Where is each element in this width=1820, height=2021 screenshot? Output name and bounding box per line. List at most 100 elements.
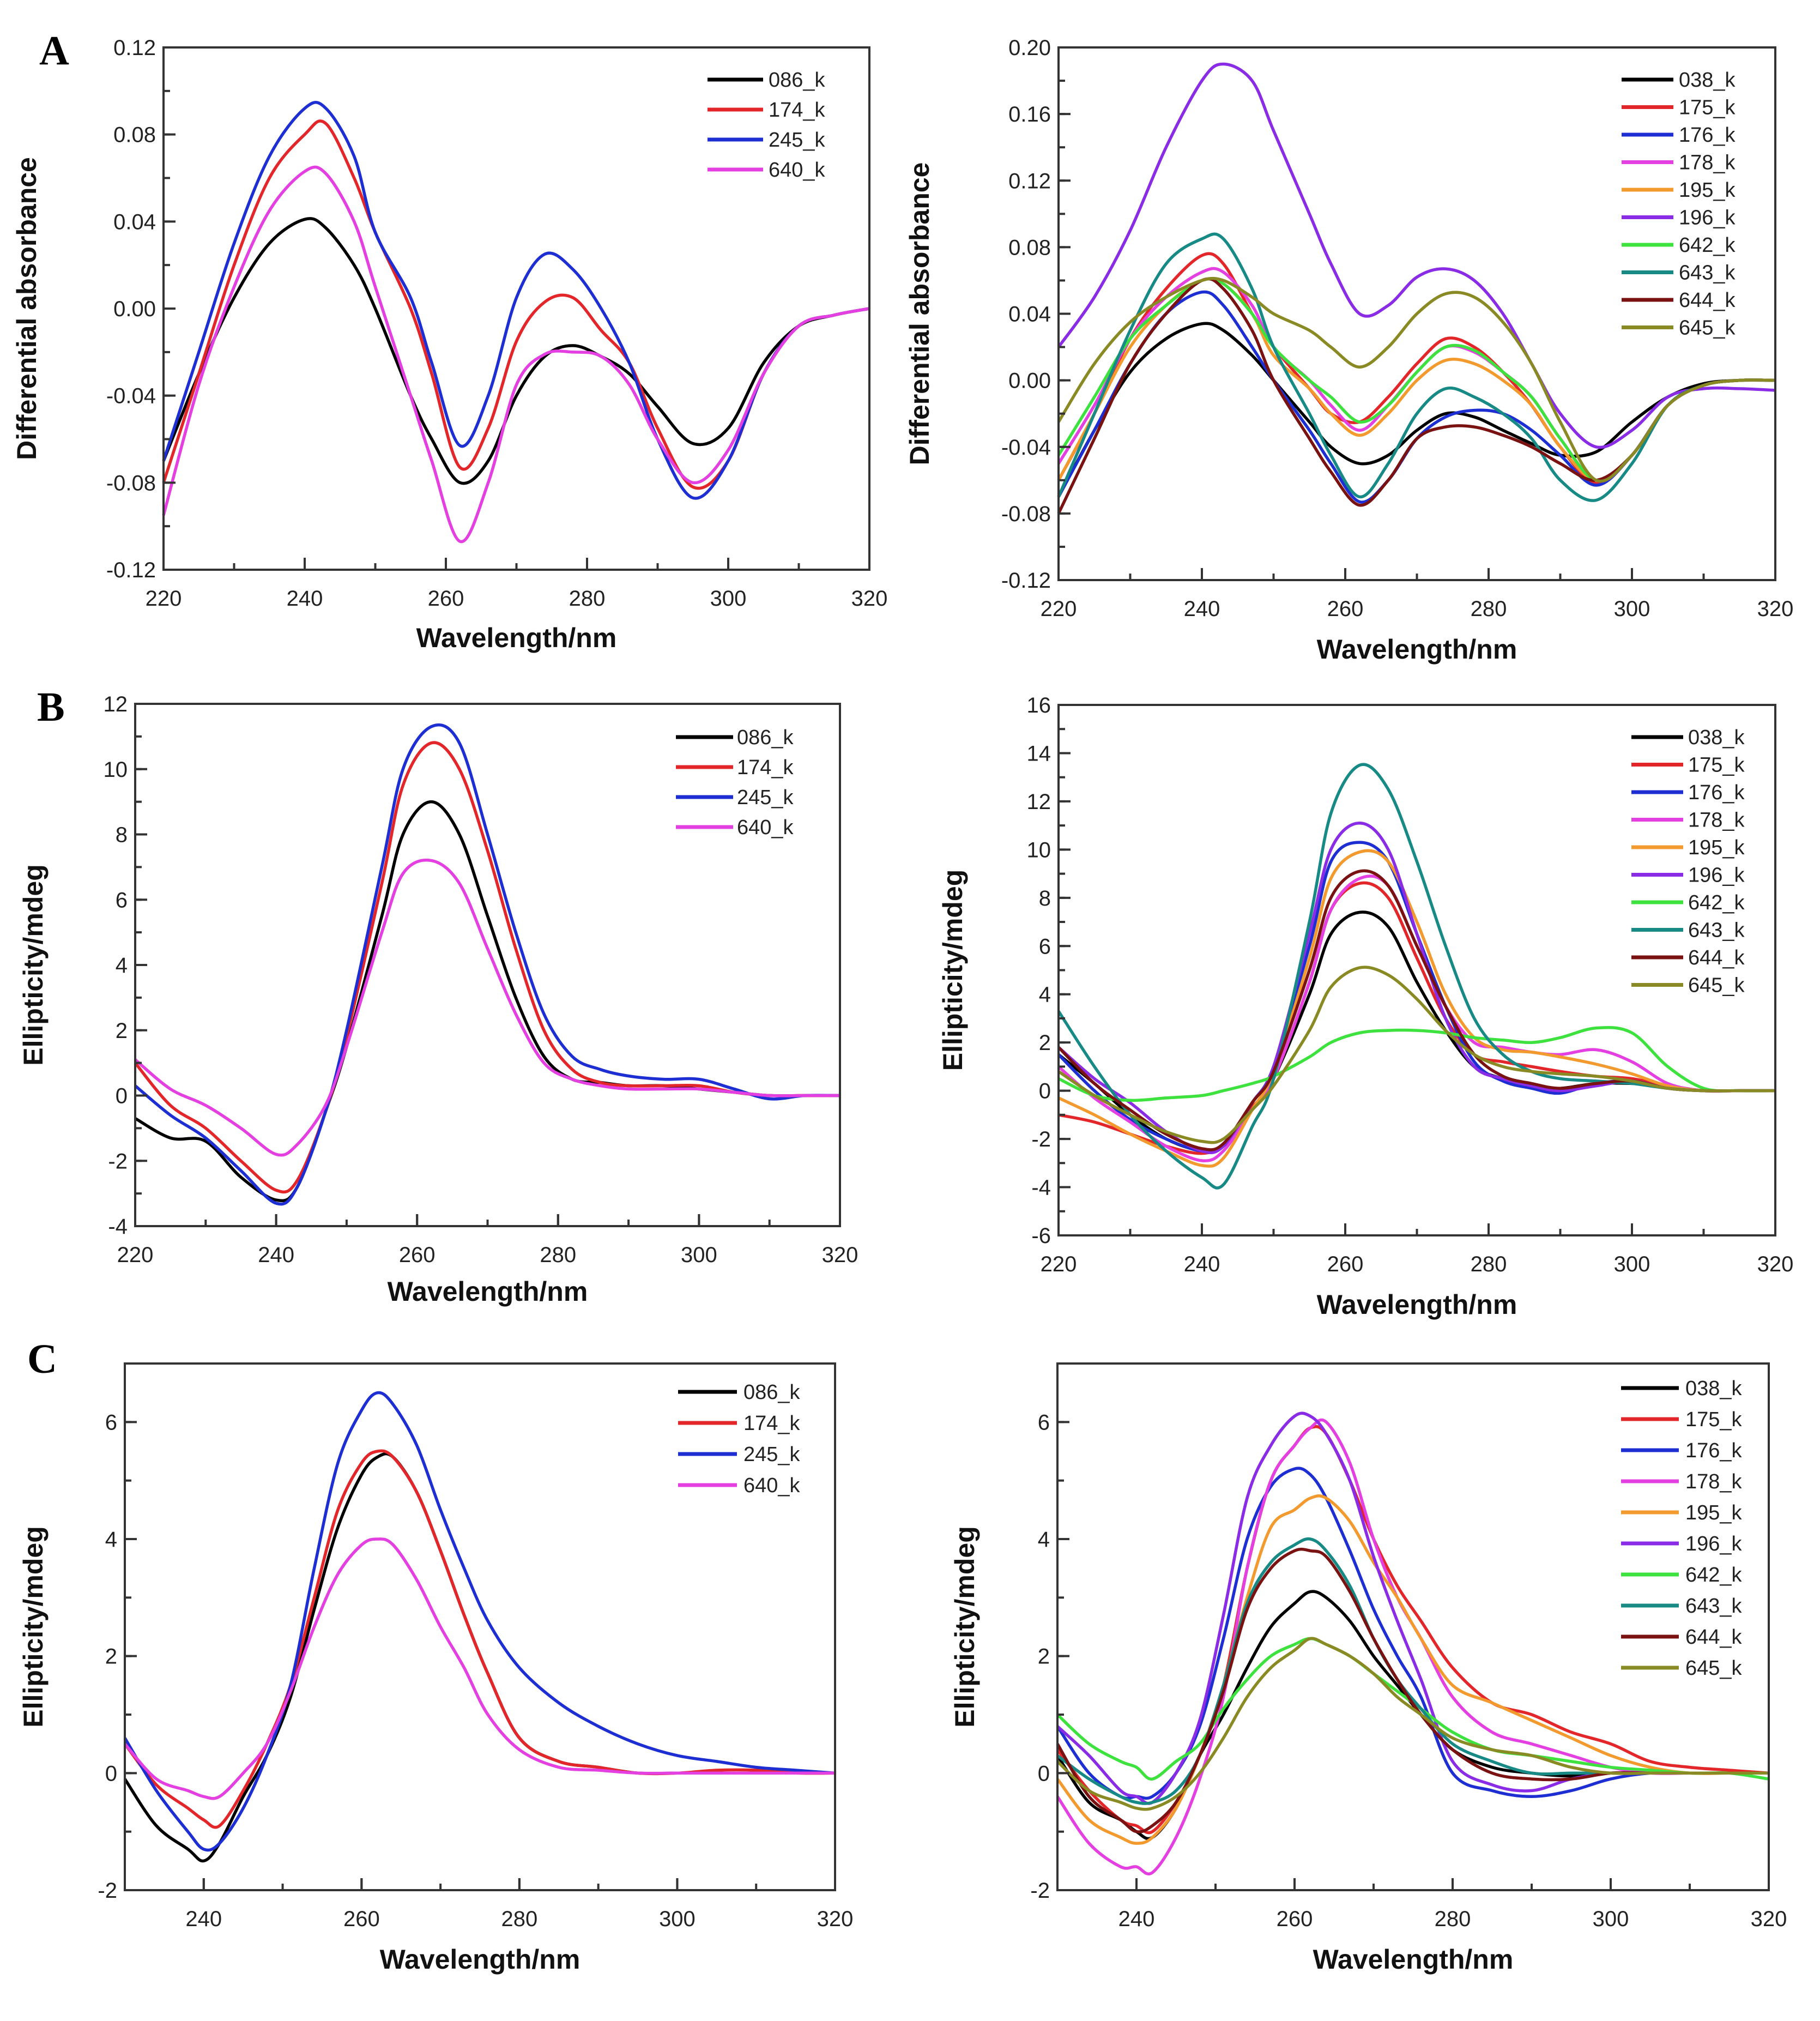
y-tick-label: -2: [98, 1879, 117, 1903]
y-tick-label: 6: [116, 888, 128, 912]
series-line-640_k: [134, 858, 840, 1157]
y-tick-label: 12: [1027, 790, 1051, 814]
legend-label: 640_k: [769, 159, 826, 182]
y-tick-label: 0.00: [113, 297, 156, 321]
series-group: [1057, 62, 1776, 515]
series-line-196_k: [1057, 821, 1776, 1154]
y-tick-label: -0.08: [106, 471, 156, 495]
x-tick-label: 260: [399, 1243, 436, 1267]
legend-label: 086_k: [769, 69, 826, 92]
x-tick-label: 260: [343, 1907, 380, 1931]
y-tick-label: 4: [1038, 1528, 1050, 1552]
legend-label: 643_k: [1679, 262, 1736, 285]
legend-label: 644_k: [1688, 946, 1745, 969]
legend-label: 176_k: [1688, 781, 1745, 804]
y-tick-label: 0.08: [1008, 236, 1051, 260]
y-tick-label: 4: [1039, 983, 1051, 1007]
y-tick-label: 0: [116, 1084, 128, 1108]
series-line-245_k: [123, 1391, 836, 1852]
x-tick-label: 320: [817, 1907, 854, 1931]
x-tick-label: 220: [1041, 1252, 1077, 1276]
legend-label: 640_k: [737, 816, 794, 839]
chart-panel-6: 240 260 280 300 320 -2 0 2 4 6 Wavelength/nm Ellipt…: [950, 1362, 1787, 1975]
series-line-086_k: [162, 217, 870, 485]
legend-label: 643_k: [1685, 1595, 1743, 1618]
y-tick-label: 0.12: [1008, 169, 1051, 193]
x-tick-label: 220: [1041, 597, 1077, 621]
y-tick-label: -0.08: [1001, 502, 1051, 526]
x-tick-label: 240: [287, 587, 323, 611]
legend-label: 174_k: [737, 756, 794, 779]
x-tick-label: 240: [1184, 597, 1220, 621]
y-tick-label: 2: [1038, 1645, 1050, 1669]
plot-frame: [1056, 1362, 1770, 1891]
y-tick-label: -0.04: [106, 384, 156, 408]
x-tick-label: 300: [659, 1907, 696, 1931]
plot-frame: [1057, 704, 1776, 1236]
series-line-645_k: [1057, 276, 1776, 483]
legend-label: 174_k: [769, 99, 826, 122]
series-group: [1056, 1411, 1769, 1875]
series-line-195_k: [1056, 1494, 1769, 1845]
series-line-645_k: [1057, 966, 1776, 1144]
legend-label: 195_k: [1688, 836, 1745, 859]
series-line-196_k: [1057, 62, 1776, 449]
legend-label: 245_k: [737, 786, 794, 809]
chart-panel-3: 220 240 260 280 300 320 -4 -2 0 2 4 6 8 10 12 Wavelengt…: [18, 684, 858, 1307]
series-line-643_k: [1057, 232, 1776, 502]
legend: 038_k 175_k 176_k 178_k 195_k 196_k 642_k 643_k…: [1621, 1377, 1743, 1680]
series-line-086_k: [134, 800, 840, 1203]
legend: 038_k 175_k 176_k 178_k 195_k 196_k 642_k 643_k…: [1631, 726, 1745, 997]
y-tick-label: 8: [116, 823, 128, 847]
x-tick-label: 260: [1327, 597, 1364, 621]
x-axis-title: Wavelength/nm: [416, 623, 617, 653]
x-axis-title: Wavelength/nm: [1313, 1944, 1514, 1975]
y-tick-label: 10: [104, 758, 128, 782]
y-tick-label: -2: [108, 1149, 128, 1173]
series-group: [162, 101, 870, 544]
legend-label: 175_k: [1685, 1408, 1743, 1431]
legend-label: 640_k: [743, 1474, 801, 1497]
y-axis-title: Ellipticity/mdeg: [18, 1526, 49, 1728]
legend-label: 644_k: [1685, 1626, 1743, 1649]
x-axis-title: Wavelength/nm: [380, 1944, 581, 1975]
x-tick-label: 300: [710, 587, 747, 611]
chart-panel-2: 220 240 260 280 300 320 -0.12 -0.08 -0.04 0.00 0.0…: [904, 36, 1793, 665]
legend-label: 643_k: [1688, 919, 1745, 942]
y-axis-title: Differential absorbance: [11, 157, 42, 460]
legend-label: 642_k: [1685, 1564, 1743, 1586]
y-tick-label: 8: [1039, 886, 1051, 910]
y-axis-title: Ellipticity/mdeg: [950, 1526, 980, 1728]
series-line-640_k: [162, 165, 870, 544]
x-tick-label: 320: [1757, 1252, 1794, 1276]
y-tick-label: -4: [1031, 1176, 1051, 1200]
legend-label: 175_k: [1688, 754, 1745, 777]
x-tick-label: 300: [1614, 1252, 1650, 1276]
legend-label: 245_k: [743, 1443, 801, 1466]
legend: 086_k 174_k 245_k 640_k: [676, 726, 794, 839]
x-tick-label: 260: [1327, 1252, 1364, 1276]
x-tick-label: 300: [1593, 1907, 1629, 1931]
series-line-644_k: [1057, 869, 1776, 1151]
x-tick-label: 240: [258, 1243, 294, 1267]
x-tick-label: 240: [1118, 1907, 1155, 1931]
series-line-195_k: [1057, 849, 1776, 1168]
y-axis-title: Ellipticity/mdeg: [938, 870, 968, 1071]
x-tick-label: 280: [1471, 597, 1507, 621]
y-tick-label: -6: [1031, 1224, 1051, 1248]
y-tick-label: 4: [116, 954, 128, 978]
x-tick-label: 240: [185, 1907, 222, 1931]
x-tick-label: 280: [501, 1907, 538, 1931]
legend-label: 086_k: [743, 1381, 801, 1404]
y-tick-label: 0.04: [1008, 303, 1051, 327]
y-tick-label: 10: [1027, 838, 1051, 862]
chart-panel-5: 240 260 280 300 320 -2 0 2 4 6 Wavelength/nm Ellipt…: [18, 1336, 853, 1975]
y-tick-label: -0.12: [106, 558, 156, 582]
y-tick-label: -2: [1031, 1127, 1051, 1151]
series-line-644_k: [1056, 1547, 1769, 1833]
series-group: [134, 723, 841, 1206]
x-tick-label: 260: [1277, 1907, 1313, 1931]
legend-label: 178_k: [1679, 152, 1736, 174]
y-tick-label: 0.00: [1008, 369, 1051, 393]
x-tick-label: 260: [428, 587, 464, 611]
